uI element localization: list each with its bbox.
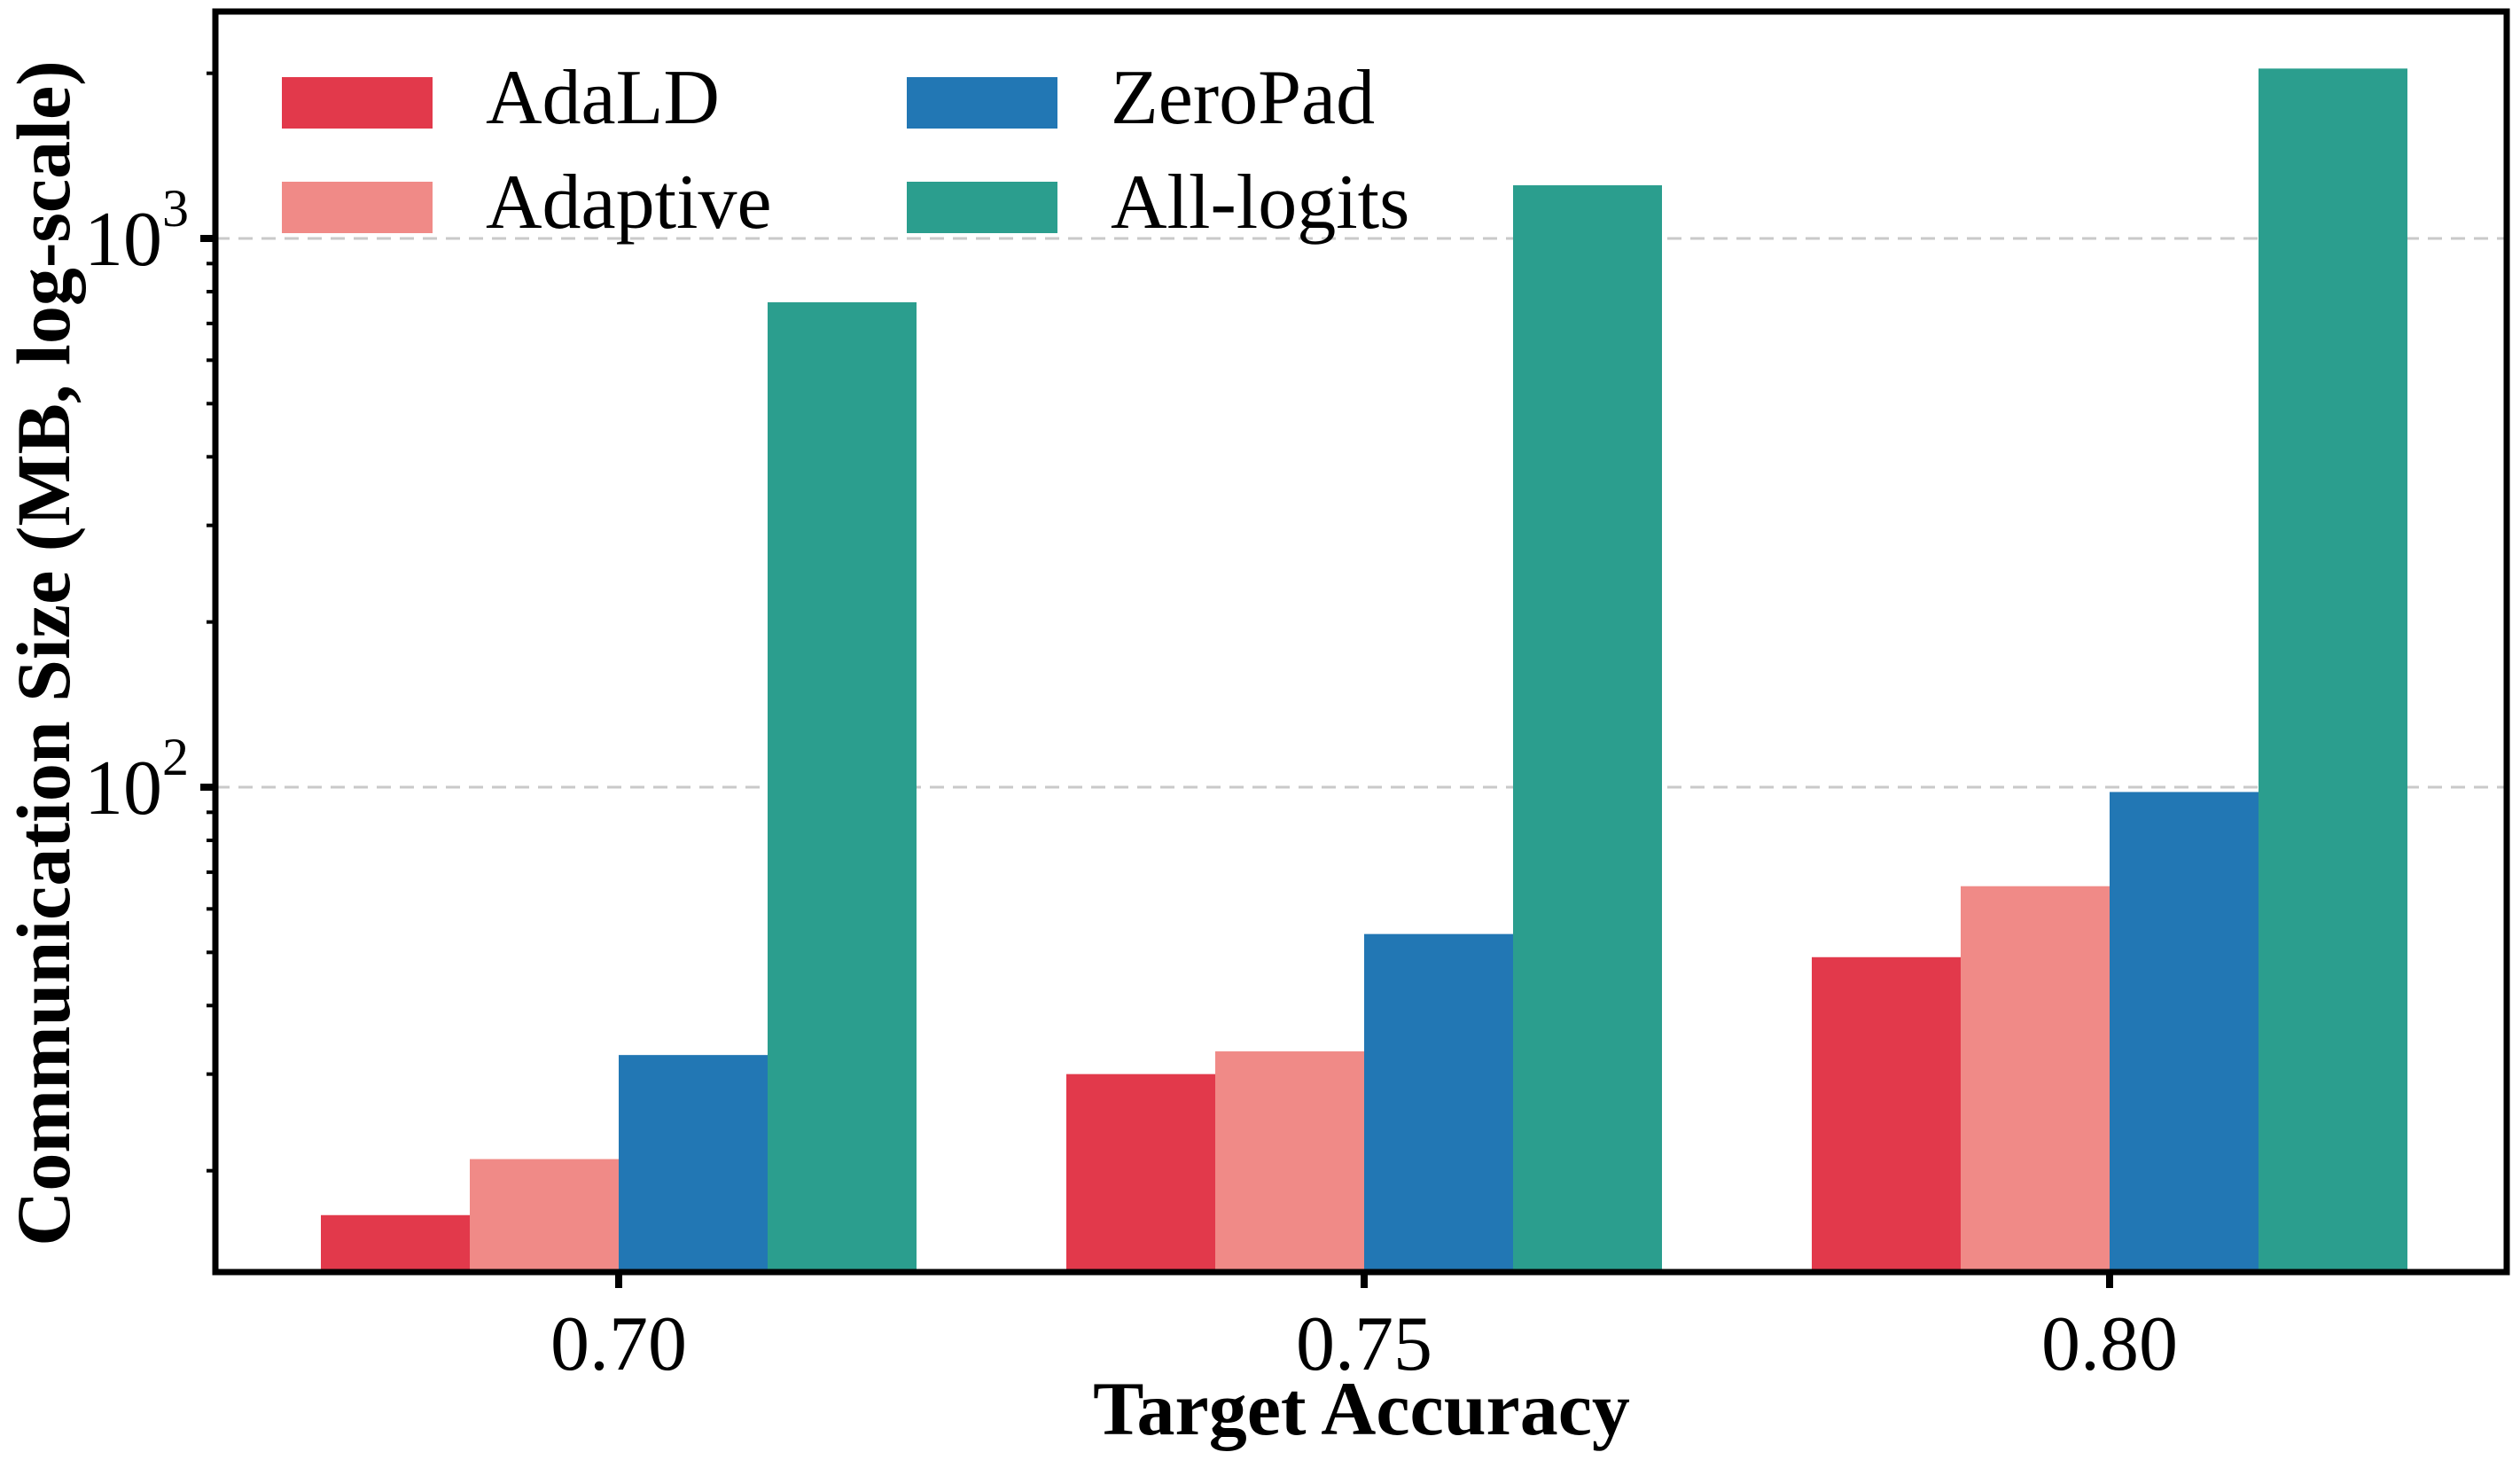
bar-Adaptive-0.70 [470,1159,619,1272]
legend: AdaLD Adaptive ZeroPad All-logits [282,55,1409,246]
x-tick-label-0.70: 0.70 [550,1301,687,1387]
bar-Adaptive-0.75 [1215,1051,1364,1272]
gridlines [215,237,2507,789]
y-tick-label-1000: 103 [84,179,189,283]
legend-label-All-logits: All-logits [1111,160,1409,246]
legend-swatch-AdaLD [282,77,433,129]
legend-swatch-ZeroPad [907,77,1057,129]
y-axis-title: Communication Size (MB, log-scale) [1,60,86,1246]
bar-Adaptive-0.80 [1961,886,2110,1272]
bar-AdaLD-0.75 [1066,1074,1215,1272]
legend-label-AdaLD: AdaLD [486,55,720,141]
y-axis-ticks: 103 102 [84,71,218,1173]
bar-All-logits-0.80 [2259,68,2407,1273]
legend-swatch-All-logits [907,182,1057,233]
bar-All-logits-0.70 [768,302,917,1273]
bar-AdaLD-0.80 [1812,956,1961,1272]
x-axis-ticks: 0.70 0.75 0.80 [550,1272,2178,1387]
legend-swatch-Adaptive [282,182,433,233]
legend-label-ZeroPad: ZeroPad [1111,55,1375,141]
x-tick-label-0.80: 0.80 [2041,1301,2178,1387]
bar-ZeroPad-0.75 [1364,933,1513,1272]
bar-AdaLD-0.70 [321,1214,470,1272]
x-tick-label-0.75: 0.75 [1296,1301,1432,1387]
y-tick-label-100: 102 [84,728,189,831]
bar-All-logits-0.75 [1513,185,1662,1272]
bar-ZeroPad-0.70 [619,1055,768,1272]
bar-ZeroPad-0.80 [2110,792,2259,1272]
bar-groups [321,68,2407,1273]
legend-label-Adaptive: Adaptive [486,160,772,246]
x-axis-title: Target Accuracy [1093,1366,1630,1451]
